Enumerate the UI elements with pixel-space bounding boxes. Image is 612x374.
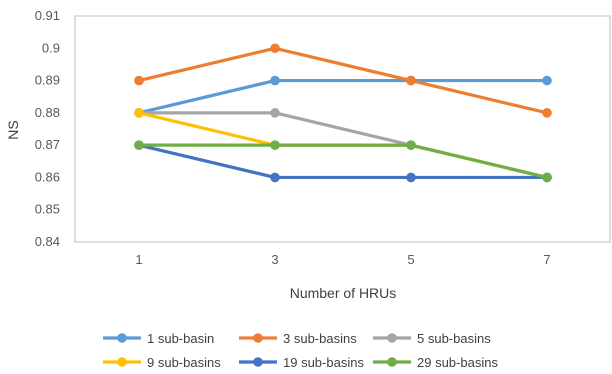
legend-item: 9 sub-basins — [103, 355, 221, 370]
series-1 — [134, 43, 552, 118]
data-point — [542, 75, 552, 86]
legend-marker — [387, 333, 397, 343]
y-tick-label: 0.89 — [35, 73, 60, 88]
series-line — [137, 46, 549, 115]
y-tick-label: 0.87 — [35, 137, 60, 152]
x-tick-label: 7 — [543, 252, 550, 267]
y-tick-label: 0.91 — [35, 8, 60, 23]
legend: 1 sub-basin 3 sub-basins 5 sub-basins 9 sub… — [103, 331, 498, 370]
data-point — [134, 75, 144, 86]
x-axis-ticks: 1 3 5 7 — [135, 252, 550, 267]
data-point — [270, 108, 280, 118]
legend-label: 5 sub-basins — [417, 331, 491, 346]
y-tick-label: 0.86 — [35, 169, 60, 184]
legend-item: 3 sub-basins — [239, 331, 357, 346]
x-tick-label: 3 — [271, 252, 278, 267]
x-tick-label: 1 — [135, 252, 142, 267]
series-line — [137, 143, 549, 180]
plot-area-frame — [74, 15, 611, 243]
series-line — [137, 78, 549, 115]
y-axis-ticks: 0.84 0.85 0.86 0.87 0.88 0.89 0.9 0.91 — [35, 8, 60, 249]
data-point — [406, 172, 416, 183]
legend-marker — [117, 357, 127, 367]
y-axis-title: NS — [5, 120, 21, 139]
legend-label: 29 sub-basins — [417, 355, 498, 370]
data-point — [406, 75, 416, 86]
data-point — [542, 108, 552, 118]
series-5 — [134, 140, 552, 183]
legend-label: 3 sub-basins — [283, 331, 357, 346]
data-point — [270, 43, 280, 54]
x-tick-label: 5 — [407, 252, 414, 267]
y-tick-label: 0.9 — [42, 40, 60, 55]
legend-label: 19 sub-basins — [283, 355, 364, 370]
x-axis-title: Number of HRUs — [290, 285, 397, 301]
data-point — [270, 75, 280, 86]
legend-marker — [253, 357, 263, 367]
legend-item: 19 sub-basins — [239, 355, 364, 370]
legend-label: 9 sub-basins — [147, 355, 221, 370]
legend-marker — [253, 333, 263, 343]
data-point — [406, 140, 416, 150]
legend-item: 5 sub-basins — [373, 331, 491, 346]
legend-label: 1 sub-basin — [147, 331, 214, 346]
legend-marker — [387, 357, 397, 367]
data-point — [270, 140, 280, 150]
series-layer — [134, 43, 552, 183]
legend-item: 29 sub-basins — [373, 355, 498, 370]
legend-item: 1 sub-basin — [103, 331, 214, 346]
y-tick-label: 0.88 — [35, 105, 60, 120]
data-point — [542, 172, 552, 183]
y-tick-label: 0.85 — [35, 202, 60, 217]
series-line — [137, 143, 549, 180]
legend-marker — [117, 333, 127, 343]
y-tick-label: 0.84 — [35, 234, 60, 249]
data-point — [134, 140, 144, 150]
data-point — [134, 108, 144, 118]
data-point — [270, 172, 280, 183]
